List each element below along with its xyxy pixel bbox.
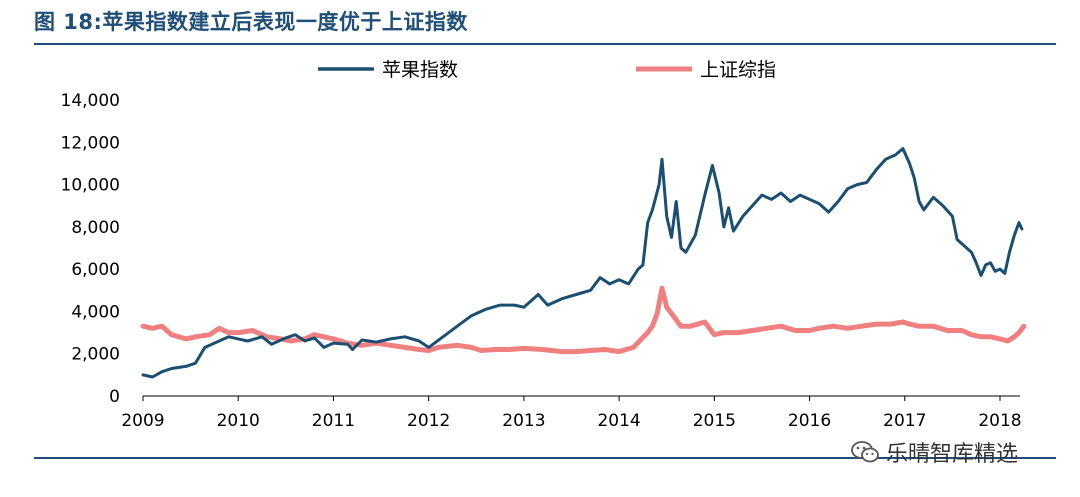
x-tick-label: 2015	[693, 411, 736, 431]
legend-label-2: 上证综指	[700, 59, 776, 81]
x-tick-label: 2009	[121, 411, 164, 431]
legend-label-1: 苹果指数	[382, 59, 458, 81]
chart-title: 图 18:苹果指数建立后表现一度优于上证指数	[34, 10, 468, 34]
y-tick-label: 14,000	[61, 91, 120, 111]
x-tick-label: 2012	[407, 411, 450, 431]
wechat-icon	[850, 440, 880, 464]
watermark: 乐晴智库精选	[850, 436, 1018, 468]
x-tick-label: 2011	[312, 411, 355, 431]
bottom-rule	[34, 457, 1056, 459]
y-tick-label: 10,000	[61, 176, 120, 196]
x-tick-label: 2016	[788, 411, 831, 431]
plot-area	[140, 147, 1027, 379]
series-line-2	[140, 285, 1027, 355]
top-rule	[34, 43, 1056, 45]
x-tick-label: 2018	[978, 411, 1021, 431]
x-tick-label: 2013	[502, 411, 545, 431]
y-tick-label: 8,000	[71, 218, 120, 238]
x-tick-label: 2014	[597, 411, 640, 431]
watermark-text: 乐晴智库精选	[886, 442, 1019, 467]
y-tick-label: 0	[109, 387, 120, 407]
y-tick-label: 2,000	[71, 345, 120, 365]
y-tick-label: 4,000	[71, 302, 120, 322]
x-tick-label: 2017	[883, 411, 926, 431]
y-tick-label: 12,000	[61, 133, 120, 153]
y-tick-label: 6,000	[71, 260, 120, 280]
legend: 苹果指数 上证综指	[318, 59, 776, 81]
series-line-1	[141, 147, 1024, 379]
axes: 0 2,000 4,000 6,000 8,000 10,000 12,000 14,000 2…	[61, 91, 1022, 431]
x-tick-label: 2010	[217, 411, 260, 431]
